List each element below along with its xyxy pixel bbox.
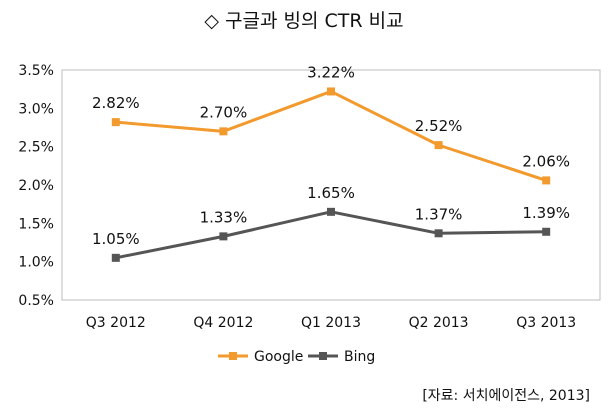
data-label-bing: 1.39% (522, 204, 570, 222)
series-line-google (115, 89, 547, 182)
data-label-bing: 1.05% (92, 230, 140, 248)
legend-marker-bing (319, 352, 327, 360)
data-point-bing (327, 207, 335, 216)
data-point-bing (219, 232, 228, 241)
legend-marker-google (229, 352, 237, 360)
x-tick-label: Q3 2012 (86, 315, 146, 331)
x-axis: Q3 2012 Q4 2012 Q1 2013 Q2 2013 Q3 2013 (86, 315, 576, 331)
y-axis: 0.5% 1.0% 1.5% 2.0% 2.5% 3.0% 3.5% (18, 63, 54, 309)
data-label-bing: 1.65% (307, 184, 355, 202)
data-label-bing: 1.37% (415, 205, 463, 223)
data-point-bing (111, 253, 120, 262)
x-tick-label: Q3 2013 (516, 315, 576, 331)
data-label-google: 3.22% (307, 63, 355, 81)
legend-label-bing: Bing (344, 349, 375, 365)
y-tick-label: 1.0% (18, 255, 54, 271)
source-note: [자료: 서치에이전스, 2013] (422, 388, 590, 404)
plot-area (61, 69, 601, 301)
y-tick-label: 2.5% (18, 140, 54, 156)
data-label-google: 2.52% (415, 117, 463, 135)
data-label-google: 2.06% (522, 152, 570, 170)
legend: Google Bing (218, 349, 375, 365)
y-tick-label: 3.5% (18, 63, 54, 79)
series-layer: 2.82% 2.70% 3.22% 2.52% 2.06% 1.05% 1.33% 1.65%… (92, 63, 570, 262)
y-tick-label: 0.5% (18, 293, 54, 309)
data-label-google: 2.70% (200, 103, 248, 121)
data-point-bing (542, 227, 551, 236)
data-label-google: 2.82% (92, 94, 140, 112)
x-tick-label: Q2 2013 (409, 315, 469, 331)
y-tick-label: 2.0% (18, 178, 54, 194)
plot-border (61, 69, 601, 301)
data-point-google (111, 118, 120, 127)
data-point-bing (434, 229, 443, 238)
y-tick-label: 3.0% (18, 101, 54, 117)
data-point-google (542, 176, 551, 185)
data-label-bing: 1.33% (200, 208, 248, 226)
x-tick-label: Q4 2012 (193, 315, 253, 331)
series-line-bing (115, 210, 547, 260)
data-point-google (327, 87, 335, 96)
chart-title: ◇ 구글과 빙의 CTR 비교 (204, 10, 403, 32)
data-point-google (219, 127, 228, 136)
data-point-google (434, 141, 443, 150)
y-tick-label: 1.5% (18, 216, 54, 232)
legend-label-google: Google (254, 349, 303, 365)
x-tick-label: Q1 2013 (301, 315, 361, 331)
